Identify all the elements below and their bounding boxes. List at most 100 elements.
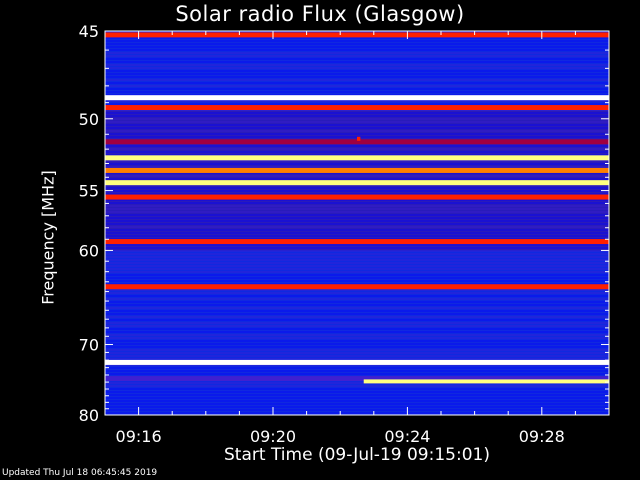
y-tick-label: 80 [79,406,99,425]
noise-row [105,412,609,414]
band-line [105,95,609,101]
noise-row [105,394,609,396]
noise-row [105,190,609,192]
noise-row [105,52,609,54]
noise-row [105,31,609,33]
noise-row [105,178,609,180]
noise-row [105,355,609,357]
noise-row [105,238,609,240]
noise-row [105,295,609,297]
updated-timestamp: Updated Thu Jul 18 06:45:45 2019 [2,468,158,478]
noise-row [105,400,609,402]
noise-row [105,304,609,306]
noise-row [105,259,609,261]
noise-row [105,58,609,60]
noise-row [105,214,609,216]
x-axis-label: Start Time (09-Jul-19 09:15:01) [224,445,490,465]
band-line [105,239,609,245]
noise-row [105,229,609,231]
noise-row [105,175,609,177]
noise-row [105,112,609,114]
band-line [105,155,609,161]
noise-row [105,250,609,252]
noise-row [105,283,609,285]
noise-row [105,85,609,87]
noise-row [105,115,609,117]
noise-row [105,307,609,309]
noise-row [105,79,609,81]
noise-row [105,124,609,126]
noise-row [105,100,609,102]
noise-row [105,346,609,348]
band-line [105,105,609,111]
event-burst [357,136,361,141]
noise-row [105,352,609,354]
noise-row [105,217,609,219]
noise-row [105,313,609,315]
noise-row [105,49,609,51]
noise-row [105,385,609,387]
plot-frame [104,30,610,416]
x-tick-label: 09:24 [384,427,430,446]
noise-row [105,268,609,270]
noise-row [105,121,609,123]
noise-row [105,154,609,156]
noise-row [105,82,609,84]
noise-row [105,37,609,39]
noise-row [105,94,609,96]
noise-row [105,334,609,336]
noise-row [105,349,609,351]
noise-row [105,364,609,366]
x-tick-label: 09:28 [519,427,565,446]
noise-row [105,289,609,291]
noise-row [105,316,609,318]
noise-row [105,208,609,210]
noise-row [105,151,609,153]
noise-row [105,253,609,255]
noise-row [105,397,609,399]
noise-row [105,319,609,321]
noise-row [105,337,609,339]
noise-row [105,409,609,411]
noise-row [105,88,609,90]
noise-row [105,262,609,264]
y-axis-label: Frequency [MHz] [38,170,58,305]
y-tick-label: 55 [79,182,99,201]
y-tick-label: 60 [79,241,99,260]
noise-row [105,55,609,57]
noise-row [105,226,609,228]
noise-row [105,220,609,222]
band-line [105,32,609,38]
noise-row [105,205,609,207]
noise-row [105,328,609,330]
noise-row [105,265,609,267]
noise-row [105,367,609,369]
noise-row [105,280,609,282]
noise-row [105,103,609,105]
noise-row [105,211,609,213]
noise-row [105,202,609,204]
band-line [105,359,609,365]
noise-row [105,406,609,408]
y-tick-label: 70 [79,335,99,354]
x-tick-label: 09:16 [116,427,162,446]
noise-row [105,118,609,120]
noise-row [105,73,609,75]
noise-row [105,331,609,333]
noise-row [105,256,609,258]
noise-row [105,91,609,93]
noise-row [105,343,609,345]
noise-row [105,373,609,375]
noise-row [105,148,609,150]
noise-row [105,46,609,48]
band-line [105,139,609,145]
noise-row [105,403,609,405]
noise-row [105,40,609,42]
noise-row [105,64,609,66]
noise-row [105,160,609,162]
band-line [105,284,609,290]
noise-row [105,310,609,312]
x-tick-label: 09:20 [250,427,296,446]
noise-row [105,67,609,69]
